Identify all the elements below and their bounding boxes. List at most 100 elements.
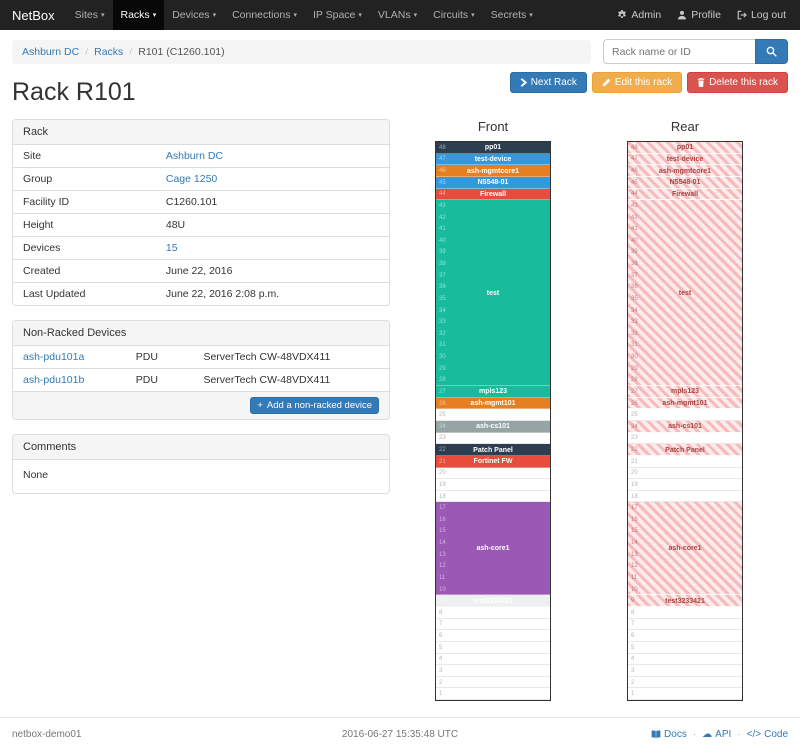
navbar: NetBox Sites ▾ Racks ▾ Devices ▾ Connections ▾ I… — [0, 0, 800, 30]
footer-link-docs[interactable]: Docs — [651, 729, 687, 740]
front-device-ash-mgmtcore1[interactable]: ash-mgmtcore1 — [436, 165, 550, 177]
nav-item-label: VLANs — [377, 9, 411, 21]
breadcrumb-separator: / — [129, 45, 133, 58]
front-device-pp01[interactable]: pp01 — [436, 142, 550, 154]
attr-label: Last Updated — [13, 282, 156, 305]
footer-link-separator: · — [737, 729, 741, 740]
next-rack-button-label: Next Rack — [530, 77, 577, 88]
breadcrumb-link-racks[interactable]: Racks — [94, 45, 124, 58]
search-input[interactable] — [603, 39, 755, 64]
front-device-test[interactable]: test — [436, 200, 550, 387]
main-content: Rack Site Ashburn DC Group Cage 1250 Facilit… — [0, 117, 800, 701]
breadcrumb-link-ashburn-dc[interactable]: Ashburn DC — [22, 45, 80, 58]
footer-link-separator: · — [692, 729, 697, 740]
rear-device-patch-panel[interactable]: Patch Panel — [628, 444, 742, 456]
rack-attributes-table: Site Ashburn DC Group Cage 1250 Facility ID C… — [13, 145, 389, 305]
footer-link-code[interactable]: </> Code — [747, 729, 788, 740]
front-rack-unit-1 — [436, 688, 550, 700]
nav-item-vlans[interactable]: VLANs ▾ — [370, 0, 425, 30]
nonracked-panel-footer: + Add a non-racked device — [13, 391, 389, 419]
search-button[interactable] — [755, 39, 788, 64]
nav-item-racks[interactable]: Racks ▾ — [112, 0, 165, 30]
nav-item-connections[interactable]: Connections ▾ — [224, 0, 305, 30]
nav-item-label: Sites — [74, 9, 98, 21]
footer-links: Docs · ☁ API · </> Code — [529, 729, 788, 740]
brand[interactable]: NetBox — [12, 7, 55, 23]
device-link-ash-pdu101a[interactable]: ash-pdu101a — [23, 351, 85, 363]
nav-item-ip-space[interactable]: IP Space ▾ — [305, 0, 370, 30]
device-role-cell: PDU — [135, 351, 158, 363]
rear-rack-title: Rear — [670, 119, 700, 134]
attr-value-link-devices[interactable]: 15 — [165, 242, 178, 254]
front-device-fortinet-fw[interactable]: Fortinet FW — [436, 455, 550, 468]
nav-item-devices[interactable]: Devices ▾ — [164, 0, 224, 30]
rear-rack-unit-4 — [628, 654, 742, 666]
rear-rack-unit-7 — [628, 619, 742, 631]
chevron-down-icon: ▾ — [293, 11, 297, 19]
next-rack-button[interactable]: Next Rack — [509, 72, 587, 93]
front-device-test-device[interactable]: test-device — [436, 153, 550, 166]
nav-right: Admin Profile Log out — [609, 0, 800, 30]
device-link-ash-pdu101b[interactable]: ash-pdu101b — [23, 374, 85, 386]
footer-link-api[interactable]: ☁ API — [702, 729, 731, 740]
delete-rack-button[interactable]: Delete this rack — [687, 72, 788, 93]
rear-device-test[interactable]: test — [628, 200, 742, 387]
attr-label: Height — [13, 213, 156, 237]
chevron-down-icon: ▾ — [358, 11, 362, 19]
rear-device-ash-cs101[interactable]: ash-cs101 — [628, 421, 742, 433]
front-device-mpls123[interactable]: mpls123 — [436, 386, 550, 398]
front-device-ash-cs101[interactable]: ash-cs101 — [436, 421, 550, 433]
attr-label: Group — [13, 167, 156, 191]
front-device-firewall[interactable]: Firewall — [436, 188, 550, 201]
rear-device-ash-mgmt101[interactable]: ash-mgmt101 — [628, 397, 742, 410]
nav-item-sites[interactable]: Sites ▾ — [67, 0, 113, 30]
rear-device-ash-core1[interactable]: ash-core1 — [628, 502, 742, 596]
attr-value: Cage 1250 — [155, 167, 389, 191]
attr-value-link-site[interactable]: Ashburn DC — [165, 150, 224, 162]
front-device-patch-panel[interactable]: Patch Panel — [436, 444, 550, 456]
edit-rack-button[interactable]: Edit this rack — [591, 72, 683, 93]
nonracked-device-row: ash-pdu101b PDU ServerTech CW-48VDX411 — [13, 368, 389, 391]
footer-link-label: API — [715, 729, 732, 740]
breadcrumb-separator: / — [85, 45, 89, 58]
rear-device-pp01[interactable]: pp01 — [628, 142, 742, 154]
attr-value: 15 — [155, 236, 389, 260]
rear-device-ash-mgmtcore1[interactable]: ash-mgmtcore1 — [628, 165, 742, 177]
front-device-test3233421[interactable]: test3233421 — [436, 595, 550, 607]
nav-admin[interactable]: Admin — [609, 0, 669, 30]
rack-attr-row-site: Site Ashburn DC — [13, 145, 389, 168]
add-nonracked-device-button[interactable]: + Add a non-racked device — [250, 397, 379, 414]
front-rack-column: Front 48 47 46 45 44 43 42 41 40 39 38 37 36 35 34 33 32… — [435, 119, 551, 701]
nav-label: Admin — [631, 9, 662, 21]
front-device-n5548-01[interactable]: N5548-01 — [436, 176, 550, 189]
footer-timestamp: 2016-06-27 15:35:48 UTC — [341, 729, 459, 740]
front-rack-unit-4 — [436, 654, 550, 666]
device-type-cell: ServerTech CW-48VDX411 — [193, 368, 389, 391]
nav-item-secrets[interactable]: Secrets ▾ — [483, 0, 541, 30]
nav-item-label: Circuits — [433, 9, 469, 21]
comments-body: None — [23, 469, 49, 481]
rear-device-firewall[interactable]: Firewall — [628, 188, 742, 201]
nav-item-circuits[interactable]: Circuits ▾ — [425, 0, 483, 30]
footer-link-label: Docs — [664, 729, 687, 740]
rack-attr-tbody: Site Ashburn DC Group Cage 1250 Facility ID C… — [13, 145, 389, 305]
nav-item-label: Secrets — [490, 9, 527, 21]
rear-device-test3233421[interactable]: test3233421 — [628, 595, 742, 607]
comments-panel-heading: Comments — [13, 435, 389, 460]
rear-device-n5548-01[interactable]: N5548-01 — [628, 176, 742, 189]
device-role-cell: PDU — [125, 368, 194, 391]
front-device-ash-mgmt101[interactable]: ash-mgmt101 — [436, 397, 550, 410]
rear-device-mpls123[interactable]: mpls123 — [628, 386, 742, 398]
search-box — [603, 39, 788, 64]
front-device-ash-core1[interactable]: ash-core1 — [436, 502, 550, 596]
left-column: Rack Site Ashburn DC Group Cage 1250 Facilit… — [12, 119, 390, 701]
breadcrumb-current: R101 (C1260.101) — [138, 45, 225, 58]
front-rack-unit-3 — [436, 665, 550, 677]
rear-rack-unit-25 — [628, 409, 742, 421]
attr-value-link-group[interactable]: Cage 1250 — [165, 173, 218, 185]
nav-log-out[interactable]: Log out — [729, 0, 794, 30]
rear-device-test-device[interactable]: test-device — [628, 153, 742, 166]
rack-rear: 48 47 46 45 44 43 42 41 40 39 38 37 36 35 34 33 32 31 30 29… — [627, 141, 743, 701]
chevron-down-icon: ▾ — [529, 11, 533, 19]
nav-profile[interactable]: Profile — [669, 0, 729, 30]
